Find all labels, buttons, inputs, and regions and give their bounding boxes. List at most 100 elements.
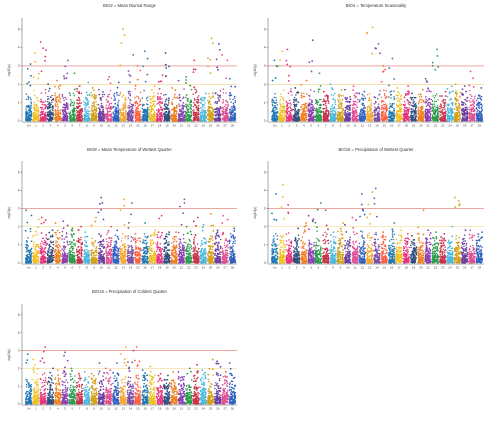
snp-point <box>300 94 303 97</box>
snp-point <box>296 112 299 115</box>
snp-point <box>326 97 329 100</box>
snp-point <box>66 72 69 75</box>
snp-point <box>197 101 200 104</box>
snp-point <box>199 117 202 119</box>
snp-point <box>39 117 42 119</box>
snp-point <box>95 100 97 103</box>
snp-point <box>174 89 177 92</box>
snp-point <box>341 114 344 116</box>
x-tick-label: 2 <box>42 124 44 128</box>
snp-point <box>324 100 327 103</box>
snp-point <box>81 107 83 110</box>
snp-point <box>194 112 197 114</box>
snp-point <box>289 118 292 121</box>
snp-point <box>28 106 30 109</box>
snp-point <box>320 103 322 106</box>
snp-point <box>325 94 328 97</box>
chromosome-27-points <box>221 53 229 122</box>
snp-point <box>276 117 278 120</box>
snp-point <box>42 101 45 103</box>
snp-point <box>167 103 169 106</box>
x-tick-label: 5 <box>64 124 66 128</box>
snp-point <box>327 113 329 116</box>
snp-point <box>190 113 192 115</box>
snp-point <box>306 116 308 119</box>
snp-point <box>329 117 332 119</box>
snp-point <box>120 91 122 93</box>
snp-point <box>297 101 300 103</box>
snp-point <box>127 118 129 121</box>
snp-point <box>107 119 110 122</box>
snp-point <box>132 53 135 56</box>
snp-point <box>29 84 32 87</box>
snp-point <box>151 97 153 100</box>
x-tick-label: 5 <box>310 124 312 128</box>
snp-point <box>234 119 236 122</box>
snp-point <box>311 99 313 102</box>
snp-point <box>346 97 349 99</box>
snp-point <box>93 109 95 112</box>
snp-point <box>364 111 366 113</box>
snp-point <box>333 118 335 120</box>
snp-point <box>44 100 47 103</box>
snp-point <box>163 94 165 96</box>
snp-point <box>43 113 46 115</box>
chromosome-10-points <box>97 88 106 122</box>
snp-point <box>113 115 115 117</box>
snp-point <box>54 94 56 97</box>
snp-point <box>354 92 357 95</box>
snp-point <box>215 119 218 121</box>
snp-point <box>337 107 340 110</box>
snp-point <box>182 106 185 108</box>
snp-point <box>91 94 94 96</box>
snp-point <box>149 119 152 121</box>
snp-point <box>274 77 277 79</box>
snp-point <box>77 96 80 99</box>
snp-point <box>325 117 327 120</box>
snp-point <box>47 83 49 86</box>
snp-point <box>92 119 94 121</box>
snp-point <box>203 118 206 121</box>
snp-point <box>151 119 153 122</box>
snp-point <box>94 112 97 114</box>
snp-point <box>174 107 177 109</box>
snp-point <box>59 97 62 100</box>
snp-point <box>115 107 118 109</box>
snp-point <box>295 110 297 113</box>
snp-point <box>344 88 346 91</box>
snp-point <box>143 119 145 121</box>
chromosome-4-points <box>54 79 62 122</box>
snp-point <box>289 90 292 92</box>
snp-point <box>222 98 225 101</box>
snp-point <box>173 116 175 119</box>
snp-point <box>98 114 100 116</box>
snp-point <box>167 102 170 104</box>
snp-point <box>278 64 281 67</box>
snp-point <box>304 114 306 116</box>
snp-point <box>172 118 175 120</box>
snp-point <box>136 65 139 67</box>
snp-point <box>218 42 220 45</box>
snp-point <box>49 96 52 99</box>
snp-point <box>157 80 160 83</box>
snp-point <box>219 116 221 119</box>
snp-point <box>232 102 235 105</box>
snp-point <box>69 115 72 118</box>
snp-point <box>227 103 229 105</box>
x-tick-label: 15 <box>383 124 387 128</box>
snp-point <box>208 101 211 104</box>
snp-point <box>94 98 96 101</box>
y-tick-label: 3 <box>264 64 266 68</box>
snp-point <box>161 101 163 103</box>
snp-point <box>99 112 102 115</box>
snp-point <box>57 98 59 101</box>
snp-point <box>203 114 205 117</box>
snp-point <box>185 103 187 105</box>
snp-point <box>354 112 357 114</box>
snp-point <box>85 96 87 99</box>
snp-point <box>285 59 288 62</box>
snp-point <box>194 92 197 94</box>
snp-point <box>334 100 337 102</box>
snp-point <box>167 100 170 102</box>
snp-point <box>173 111 175 114</box>
